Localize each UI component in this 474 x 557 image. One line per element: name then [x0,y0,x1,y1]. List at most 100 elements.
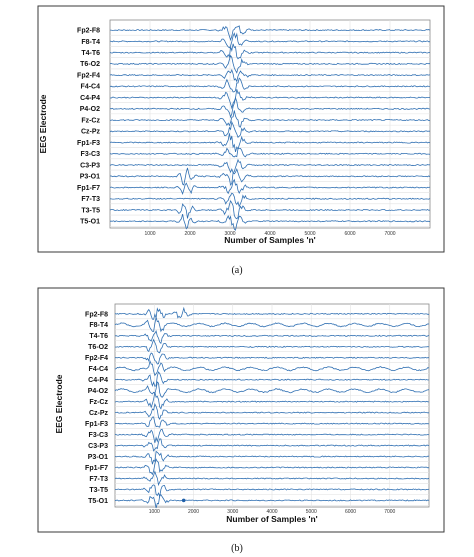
panel-a-channel-label: P4-O2 [80,106,100,113]
panel-a-trace-t4-t6 [109,43,431,60]
panel-a-channel-label: Fp2-F4 [77,72,100,79]
panel-a-trace-f3-c3 [109,147,431,158]
panel-b-trace-fp2-f4 [114,352,429,365]
panel-b-channel-label: T4-T6 [89,333,108,340]
panel-b-trace-t5-o1 [114,494,430,509]
panel-b-channel-label: C3-P3 [88,443,108,450]
panel-a-trace-f8-t4 [109,32,431,49]
panel-b: Fp2-F8 F8-T4 T4-T6 T6-O2 Fp2-F4 F4-C4 C4-P4 P4-… [37,287,445,533]
panel-a-channel-label: F4-C4 [81,84,101,91]
panel-b-channel-label: F7-T3 [89,476,108,483]
panel-b-y-axis-title: EEG Electrode [54,374,64,433]
panel-b-trace-p4-o2 [114,381,430,398]
panel-b-x-tick-label: 2000 [188,509,199,515]
panel-a-channel-label: C4-P4 [80,95,100,102]
panel-b-trace-fp1-f3 [114,416,430,428]
panel-a-channel-label: Fp2-F8 [77,28,100,35]
panel-a-channel-label: T5-O1 [80,219,100,226]
panel-a-channel-label: P3-O1 [80,174,100,181]
panel-b-trace-t4-t6 [114,330,430,345]
panel-b-channel-label: T3-T5 [89,487,108,494]
panel-b-trace-c3-p3 [114,438,430,452]
panel-a-channel-label: F8-T4 [81,39,100,46]
panel-b-trace-cz-pz [114,403,429,420]
panel-b-channel-label: Fp2-F8 [85,311,108,318]
panel-a-x-tick-label: 1000 [144,231,155,237]
panel-b-channel-label: P3-O1 [88,454,108,461]
panel-b-trace-f3-c3 [114,428,430,443]
panel-b-trace-f7-t3 [114,470,430,487]
panel-b-channel-label: F8-T4 [89,322,108,329]
panel-a-x-axis-title: Number of Samples 'n' [224,235,315,245]
panel-a-x-tick-label: 2000 [184,231,195,237]
panel-a-caption: (a) [231,265,242,276]
panel-a-trace-t3-t5 [109,199,431,220]
panel-a-x-tick-label: 7000 [384,231,395,237]
panel-b-trace-fz-cz [114,392,430,410]
panel-b-trace-f8-t4 [114,317,430,333]
panel-a-channel-label: F7-T3 [81,196,100,203]
panel-a-trace-f7-t3 [109,192,431,208]
panel-b-channel-label: P4-O2 [88,388,108,395]
panel-b-trace-fp2-f8 [114,306,429,320]
panel-b-traces [114,306,430,509]
panel-b-channel-label: Cz-Pz [89,410,109,417]
panel-b-channel-label: Fp2-F4 [85,355,108,362]
panel-b-trace-f4-c4 [114,359,430,377]
panel-b-x-tick-label: 7000 [384,509,395,515]
panel-b-trace-p3-o1 [114,450,429,465]
panel-a: Fp2-F8 F8-T4 T4-T6 T6-O2 Fp2-F4 F4-C4 C4-P4 P4-… [37,5,445,253]
panel-a-channel-label: Fp1-F7 [77,185,100,192]
panel-a-trace-t5-o1 [110,214,431,231]
panel-a-channel-labels: Fp2-F8 F8-T4 T4-T6 T6-O2 Fp2-F4 F4-C4 C4-P4 P4-… [77,28,100,226]
panel-a-channel-label: T3-T5 [81,207,100,214]
panel-a-x-tick-label: 4000 [264,231,275,237]
panel-b-channel-label: F4-C4 [89,366,109,373]
panel-b-trace-t6-o2 [114,338,430,354]
panel-a-channel-label: F3-C3 [81,151,101,158]
panel-b-channel-labels: Fp2-F8 F8-T4 T4-T6 T6-O2 Fp2-F4 F4-C4 C4-P4 P4-… [85,311,108,505]
panel-b-x-tick-label: 4000 [266,509,277,515]
panel-a-trace-c4-p4 [109,89,431,110]
panel-b-trace-t3-t5 [114,484,430,499]
panel-a-traces [109,25,431,231]
panel-a-trace-p4-o2 [109,96,431,119]
panel-a-x-tick-label: 5000 [304,231,315,237]
panel-a-channel-label: T4-T6 [81,50,100,57]
panel-b-channel-label: Fz-Cz [89,399,108,406]
panel-b-channel-label: T5-O1 [88,498,108,505]
panel-a-y-axis-title: EEG Electrode [38,94,48,153]
panel-a-trace-cz-pz [109,120,431,138]
panel-b-trace-fp1-f7 [114,458,430,476]
panel-b-channel-label: Fp1-F7 [85,465,108,472]
panel-a-trace-fz-cz [109,110,431,128]
panel-b-caption: (b) [231,543,243,554]
panel-a-channel-label: Fp1-F3 [77,140,100,147]
panel-b-channel-label: F3-C3 [89,432,109,439]
panel-b-channel-label: C4-P4 [88,377,108,384]
panel-b-trace-c4-p4 [115,371,430,387]
panel-b-x-ticks: 1000 2000 3000 4000 5000 6000 7000 [149,509,396,515]
panel-a-trace-p3-o1 [109,167,431,186]
panel-b-event-marker [181,498,186,503]
panel-b-channel-label: T6-O2 [88,344,108,351]
panel-a-trace-fp2-f8 [110,25,431,42]
panel-a-trace-f4-c4 [109,77,431,93]
panel-a-trace-fp2-f4 [109,68,431,83]
panel-a-trace-t6-o2 [109,54,430,74]
panel-b-x-axis-title: Number of Samples 'n' [226,514,317,524]
panel-b-grid [115,304,429,507]
panel-b-x-tick-label: 3000 [227,509,238,515]
panel-a-channel-label: T6-O2 [80,61,100,68]
panel-b-x-tick-label: 5000 [306,509,317,515]
panel-a-x-tick-label: 3000 [224,231,235,237]
panel-a-trace-c3-p3 [109,158,431,174]
panel-a-channel-label: C3-P3 [80,162,100,169]
panel-a-channel-label: Fz-Cz [81,117,100,124]
panel-a-x-tick-label: 6000 [344,231,355,237]
panel-a-trace-fp1-f7 [109,178,431,196]
panel-a-trace-fp1-f3 [109,133,431,153]
panel-b-x-tick-label: 6000 [345,509,356,515]
panel-a-x-ticks: 1000 2000 3000 4000 5000 6000 7000 [144,231,395,237]
